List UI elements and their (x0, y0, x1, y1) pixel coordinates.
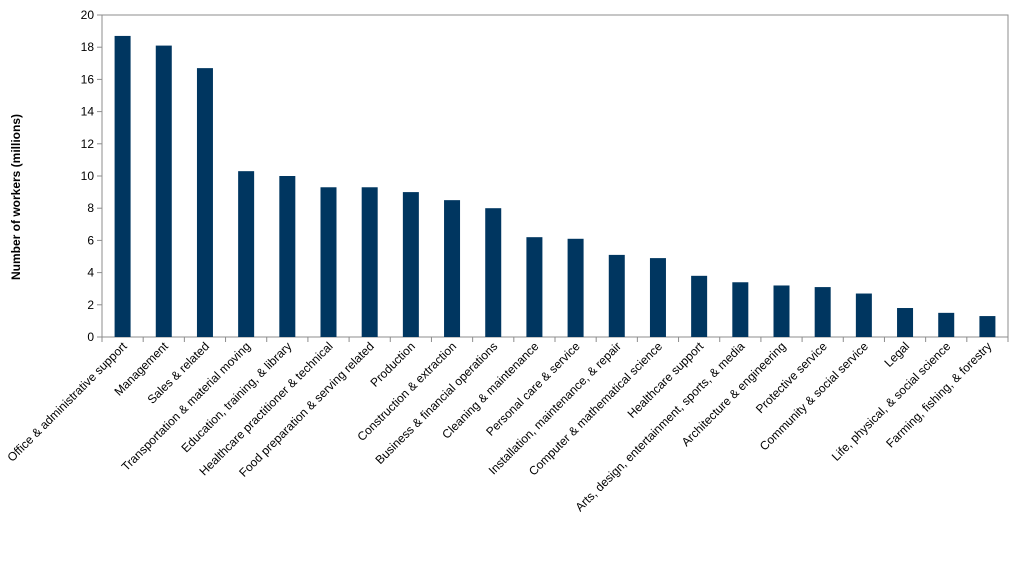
y-tick-label: 12 (81, 137, 95, 151)
y-tick-label: 8 (87, 201, 94, 215)
y-tick-label: 16 (81, 72, 95, 86)
y-tick-label: 10 (81, 169, 95, 183)
bar (526, 237, 543, 337)
bar (938, 312, 955, 337)
x-category-label: Legal (881, 339, 912, 370)
plot-area (101, 14, 1009, 338)
bar (732, 282, 749, 337)
y-axis-title: Number of workers (millions) (9, 114, 23, 280)
bar (361, 187, 378, 337)
category-labels: Office & administrative supportManagemen… (4, 339, 994, 514)
y-tick-label: 2 (87, 298, 94, 312)
bar (444, 200, 461, 337)
bar (402, 192, 419, 337)
y-tick-label: 0 (87, 330, 94, 344)
y-tick-label: 18 (81, 40, 95, 54)
y-tick-label: 20 (81, 8, 95, 22)
bar (773, 285, 790, 337)
x-axis (101, 336, 1009, 342)
x-category-label: Healthcare support (625, 339, 707, 421)
bar (155, 45, 172, 338)
y-tick-label: 6 (87, 233, 94, 247)
bar (691, 275, 708, 337)
x-category-label: Office & administrative support (4, 339, 130, 465)
y-axis: 0 2 4 6 8 10 12 14 16 18 20 (81, 8, 103, 344)
bar (485, 208, 502, 337)
bar (608, 254, 625, 337)
bar (855, 293, 872, 337)
bar (567, 238, 584, 337)
plot-border (101, 14, 1009, 338)
bar (649, 258, 666, 337)
bar (897, 308, 914, 337)
y-tick-label: 4 (87, 266, 94, 280)
bars (114, 35, 996, 338)
bar (238, 171, 255, 337)
bar (320, 187, 337, 337)
bar (279, 176, 296, 337)
y-tick-label: 14 (81, 105, 95, 119)
bar (114, 35, 131, 338)
bar (196, 68, 213, 337)
bar (814, 287, 831, 337)
bar (979, 316, 996, 337)
x-category-label: Protective service (753, 339, 830, 416)
